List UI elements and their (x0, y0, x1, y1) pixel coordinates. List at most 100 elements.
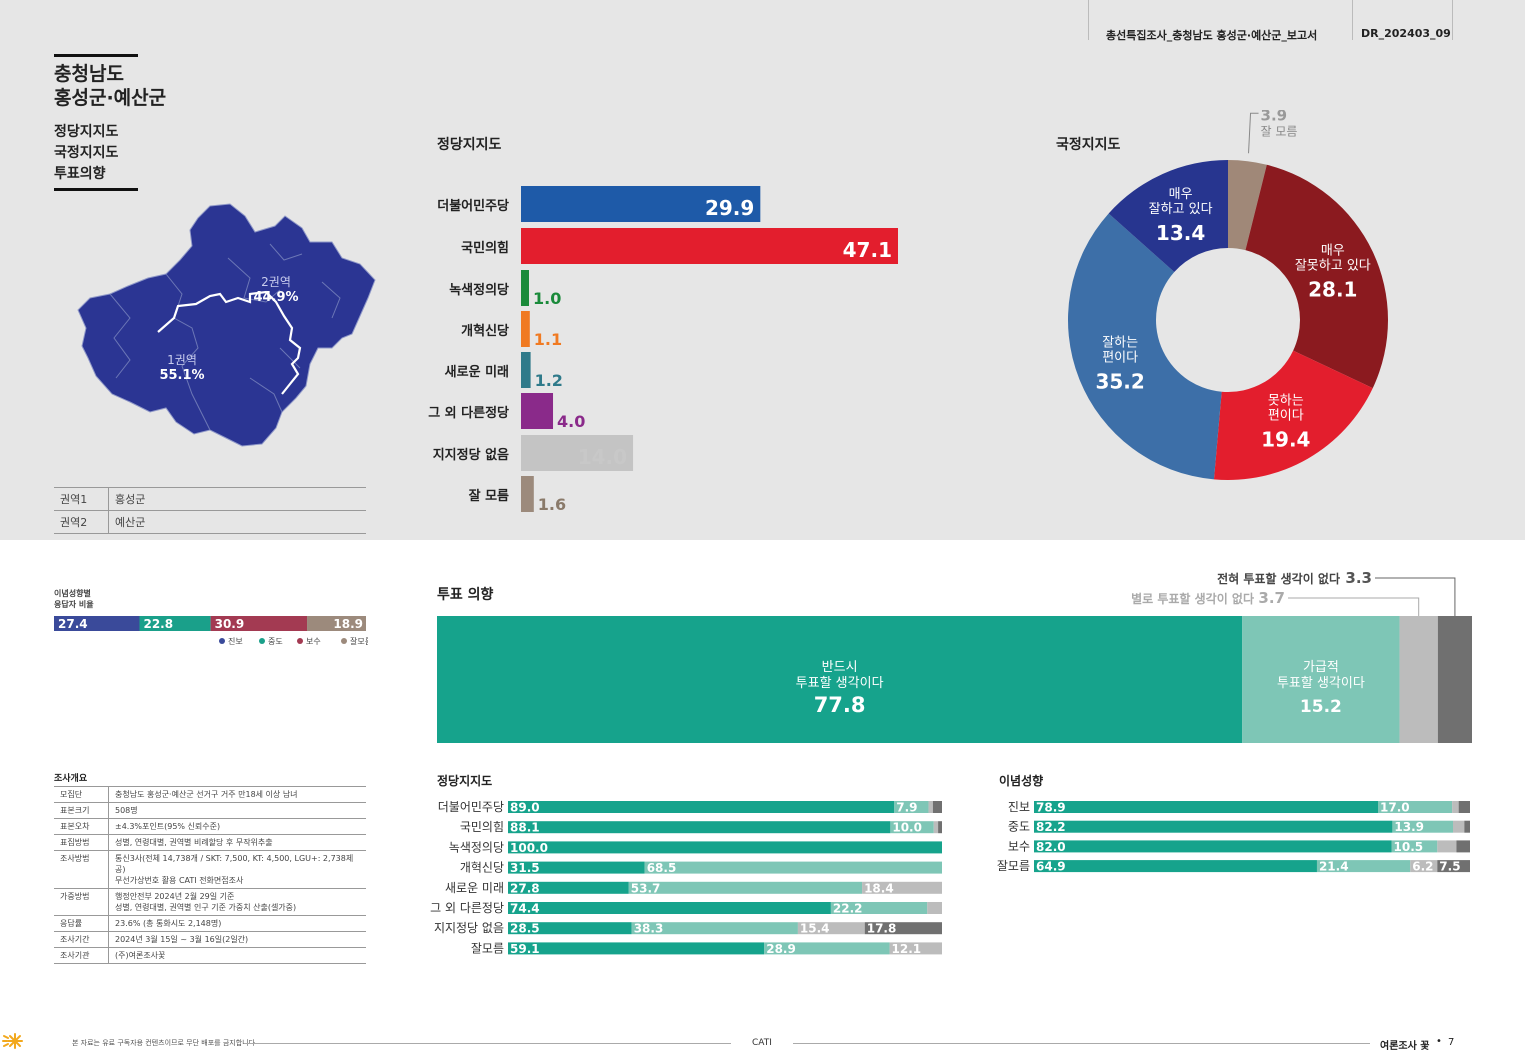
party-bar (521, 393, 554, 429)
party-bar (521, 435, 634, 471)
party-crosstab-segment (797, 922, 865, 935)
survey-value: 행정안전부 2024년 2월 29일 기준 (115, 892, 235, 901)
party-crosstab-segment (928, 801, 933, 813)
vote-by-ideology-chart: 진보 78.9 17.0 중도 82.2 13.9 보수 82.0 10.5 잘모름 64.9 21.… (997, 800, 1470, 874)
survey-value: 성별, 연령대별, 권역별 인구 기준 가중치 산출(셀가중) (115, 903, 297, 912)
header-divider (1088, 0, 1089, 40)
legend-dot-icon (219, 638, 225, 644)
crosstab-ideology-title: 이념성향 (999, 774, 1044, 788)
ideology-ratio-segment (139, 616, 211, 631)
party-crosstab-value-label: 27.8 (510, 881, 540, 895)
party-crosstab-segment (508, 942, 765, 955)
approval-slice (1245, 164, 1388, 389)
survey-value: 23.6% (총 통화시도 2,148명) (108, 915, 366, 932)
ideology-crosstab-segment (1378, 801, 1453, 813)
vote-segment (437, 616, 1243, 743)
survey-value: (주)여론조사꽃 (108, 947, 366, 964)
party-crosstab-segment (764, 942, 890, 955)
approval-slice-label: 잘못하고 있다 (1295, 258, 1371, 273)
ideology-crosstab-segment (1456, 840, 1470, 853)
header-divider (1452, 0, 1453, 40)
survey-value: 2024년 3월 15일 ~ 3월 16일(2일간) (108, 931, 366, 948)
ideology-crosstab-segment (1034, 801, 1379, 813)
vote-segment (1437, 616, 1472, 743)
approval-leader-line (1248, 112, 1259, 154)
ideology-crosstab-value-label: 10.5 (1394, 840, 1424, 854)
ideology-crosstab-segment (1410, 860, 1438, 873)
party-crosstab-value-label: 12.1 (892, 942, 922, 956)
legend-label: 중도 (268, 637, 283, 646)
vote-segment-label: 전혀 투표할 생각이 없다 (1217, 571, 1340, 586)
ideology-crosstab-segment (1464, 820, 1470, 833)
party-crosstab-segment (864, 922, 942, 935)
ideology-crosstab-segment (1391, 840, 1438, 853)
approval-slice (1108, 160, 1228, 273)
party-category-label: 개혁신당 (461, 323, 509, 339)
party-crosstab-value-label: 59.1 (510, 942, 540, 956)
region-row: 권역1 홍성군 (54, 487, 366, 511)
survey-value: 무선가상번호 활용 CATI 전화면접조사 (115, 876, 244, 885)
ideology-ratio-bar: 27.4 22.8 30.9 18.9 진보 중도 보수 잘모름 (54, 616, 368, 646)
vote-by-party-chart: 더불어민주당 89.0 7.9 국민의힘 88.1 10.0 녹색정의당 100.0 개혁신당 3… (430, 800, 942, 956)
region-key: 권역1 (54, 487, 109, 511)
title-rule (54, 54, 138, 57)
party-crosstab-category-label: 그 외 다른정당 (430, 901, 504, 915)
ideology-ratio-segment (307, 616, 366, 631)
vote-segment (1399, 616, 1438, 743)
party-crosstab-segment (890, 821, 934, 834)
party-crosstab-value-label: 10.0 (892, 821, 922, 835)
party-value-label: 29.9 (705, 196, 754, 220)
map-region1-label: 1권역 (167, 353, 197, 367)
approval-value-label: 3.9 (1261, 110, 1288, 124)
party-crosstab-value-label: 17.8 (867, 922, 897, 936)
report-code: DR_202403_09 (1361, 27, 1451, 40)
ideology-crosstab-segment (1034, 820, 1393, 833)
party-crosstab-value-label: 28.9 (766, 942, 796, 956)
map-internal-borders (109, 243, 341, 431)
report-title: 총선특집조사_충청남도 홍성군·예산군_보고서 (1106, 29, 1318, 42)
vote-segment-label: 반드시 (822, 660, 858, 675)
ideology-crosstab-value-label: 13.9 (1394, 820, 1424, 834)
region-table: 권역1 홍성군 권역2 예산군 (54, 487, 366, 534)
region-row: 권역2 예산군 (54, 510, 366, 534)
survey-key: 조사기관 (54, 947, 109, 964)
party-support-chart: 더불어민주당 29.9 국민의힘 47.1 녹색정의당 1.0 개혁신당 1.1 새로운 미래 1… (428, 186, 898, 514)
party-crosstab-segment (631, 922, 798, 935)
party-value-label: 1.0 (533, 289, 561, 308)
approval-value-label: 13.4 (1156, 221, 1205, 245)
ideology-crosstab-segment (1458, 801, 1470, 813)
approval-value-label: 19.4 (1261, 428, 1310, 452)
survey-key: 가중방법 (54, 888, 109, 916)
survey-value: 통신3사(전체 14,738개 / SKT: 7,500, KT: 4,500,… (115, 854, 354, 874)
approval-value-label: 35.2 (1095, 370, 1144, 394)
survey-title: 조사개요 (54, 774, 88, 784)
survey-row: 조사방법 통신3사(전체 14,738개 / SKT: 7,500, KT: 4,… (54, 850, 366, 889)
footer-notice: 본 자료는 유료 구독자용 컨텐츠이므로 무단 배포를 금지합니다 (72, 1039, 256, 1047)
vote-segment-label: 투표할 생각이다 (1277, 676, 1365, 691)
party-crosstab-segment (938, 821, 942, 834)
ideology-crosstab-value-label: 78.9 (1036, 801, 1066, 815)
ideology-crosstab-category-label: 보수 (1008, 839, 1030, 853)
approval-chart-title: 국정지지도 (1056, 137, 1121, 153)
party-crosstab-segment (932, 801, 942, 813)
ideology-ratio-value: 30.9 (215, 617, 245, 631)
ideology-crosstab-value-label: 82.0 (1036, 840, 1066, 854)
party-crosstab-segment (628, 881, 863, 894)
map-region2-label: 2권역 (261, 275, 291, 289)
ideology-crosstab-value-label: 82.2 (1036, 820, 1066, 834)
ideology-ratio-title: 이념성향별 (54, 589, 91, 598)
party-bar (521, 228, 898, 264)
ideology-crosstab-category-label: 중도 (1008, 820, 1030, 834)
vote-segment (1242, 616, 1400, 743)
approval-slice-label: 매우 (1169, 187, 1193, 202)
party-crosstab-category-label: 지지정당 없음 (434, 921, 504, 935)
vote-segment-label: 가급적 (1303, 660, 1339, 675)
page-subtitle: 투표의향 (54, 166, 106, 182)
survey-table: 모집단 충청남도 홍성군·예산군 선거구 거주 만18세 이상 남녀 표본크기 50… (54, 786, 366, 964)
party-category-label: 그 외 다른정당 (428, 405, 509, 421)
party-chart-title: 정당지지도 (437, 137, 502, 153)
page-title-province: 충청남도 (54, 63, 124, 85)
map-region2-value: 44.9% (253, 290, 298, 305)
survey-value: ±4.3%포인트(95% 신뢰수준) (108, 818, 366, 835)
